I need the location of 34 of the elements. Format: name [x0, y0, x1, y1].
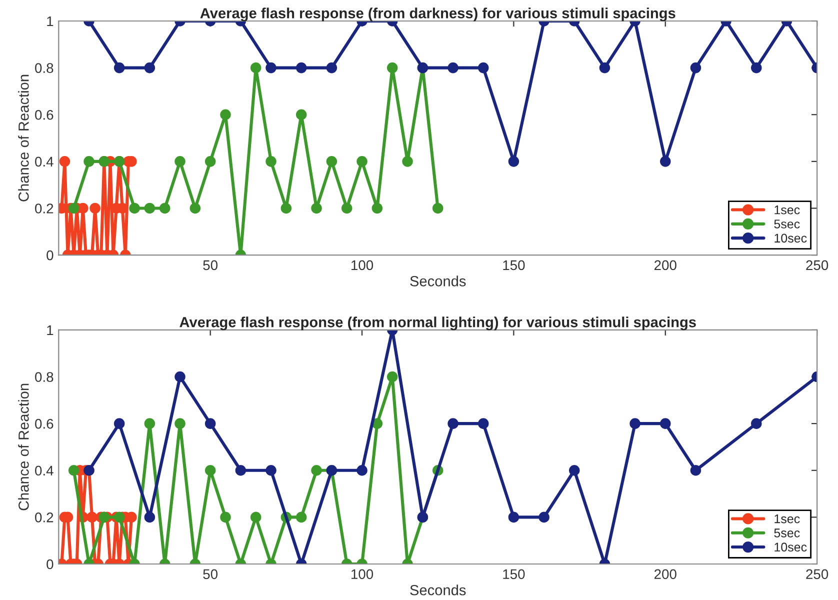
y-tick-label: 0.2 [35, 512, 54, 522]
x-axis-title: Seconds [410, 276, 466, 286]
legend-label: 1sec [774, 206, 800, 214]
x-axis-title: Seconds [410, 584, 466, 596]
x-tick-label: 200 [654, 569, 676, 580]
x-tick-label: 50 [203, 260, 218, 270]
x-tick-label: 50 [203, 569, 218, 580]
legend-label: 1sec [774, 514, 800, 524]
y-tick-label: 0.8 [35, 63, 54, 73]
chart-title: Average flash response (from normal lighting) for various stimuli spacings [180, 316, 696, 330]
legend-label: 5sec [774, 220, 800, 228]
legend-label: 5sec [774, 528, 800, 538]
legend-label: 10sec [774, 542, 807, 552]
y-tick-label: 0.6 [35, 418, 54, 429]
y-tick-label: 1 [47, 325, 54, 335]
x-tick-label: 250 [806, 569, 828, 580]
y-axis-title: Chance of Reaction [18, 74, 29, 202]
y-tick-label: 0.4 [35, 156, 54, 167]
x-tick-label: 150 [503, 569, 525, 580]
y-tick-label: 0.8 [35, 372, 54, 382]
x-tick-label: 250 [806, 260, 828, 270]
y-axis-title: Chance of Reaction [18, 384, 29, 510]
x-tick-label: 200 [654, 260, 676, 270]
legend-label: 10sec [774, 234, 807, 243]
x-tick-label: 150 [503, 260, 525, 270]
y-tick-label: 0.4 [35, 466, 54, 476]
y-tick-label: 1 [47, 16, 54, 26]
y-tick-label: 0.6 [35, 110, 54, 120]
y-tick-label: 0.2 [35, 204, 54, 214]
x-tick-label: 100 [351, 260, 374, 270]
chart-title: Average flash response (from darkness) for various stimuli spacings [200, 8, 676, 22]
y-tick-label: 0 [46, 250, 54, 260]
x-tick-label: 100 [351, 569, 374, 580]
y-tick-label: 0 [46, 559, 54, 570]
